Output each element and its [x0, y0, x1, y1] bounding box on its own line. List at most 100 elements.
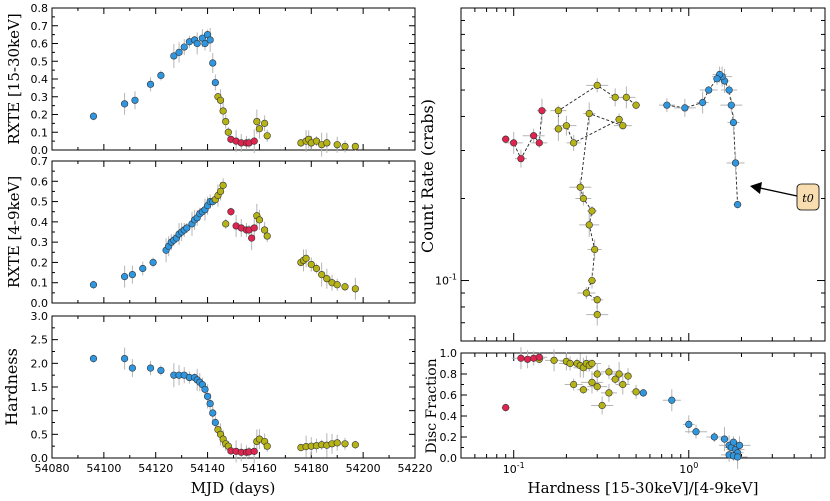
hardness-time-point-blue — [206, 399, 214, 408]
hardness-time-ytick-label-5: 2.5 — [31, 334, 49, 347]
hardness-time-xtick-label-1: 54100 — [86, 462, 121, 475]
hardness-time-xtick-label-6: 54200 — [346, 462, 381, 475]
rxte-hard-point-olive — [219, 107, 227, 115]
hid-point-olive — [579, 194, 587, 203]
hardness-time-xtick-label-3: 54140 — [190, 462, 225, 475]
hid-point-olive — [554, 107, 562, 115]
rxte-soft-point-olive — [318, 271, 326, 279]
disc-fraction-point-olive — [588, 359, 596, 368]
disc-fraction-point-red — [535, 353, 543, 361]
hid-point-olive — [570, 139, 578, 147]
disc-fraction-point-olive — [593, 383, 601, 391]
hid-point-blue — [705, 86, 713, 94]
rxte-hard-point-blue — [206, 36, 214, 44]
hardness-time-point-olive — [333, 439, 341, 447]
hid-point-red — [517, 155, 525, 163]
hid-point-blue — [699, 98, 707, 107]
rxte-soft-point-olive — [255, 216, 264, 224]
rxte-soft-point-olive — [219, 181, 227, 189]
rxte-hard-point-blue — [120, 100, 129, 108]
rxte-hard-point-red — [250, 137, 258, 145]
disc-fraction-point-olive — [605, 389, 613, 397]
disc-fraction-point-olive — [588, 378, 596, 387]
hardness-time-point-olive — [341, 440, 349, 448]
rxte-hard-ytick-label-7: 0.7 — [31, 20, 49, 33]
hardness-time-point-blue — [128, 364, 136, 372]
disc-fraction-point-red — [502, 404, 510, 412]
hid-point-olive — [562, 122, 571, 130]
ylabel-rxte-hard: RXTE [15-30keV] — [5, 13, 23, 144]
disc-fraction-point-blue — [729, 438, 738, 446]
rxte-soft-ytick-label-5: 0.5 — [31, 196, 49, 209]
hardness-time-ytick-label-1: 0.5 — [31, 428, 49, 441]
disc-fraction-point-blue — [735, 441, 744, 450]
rxte-soft-point-red — [248, 234, 256, 242]
hid-point-olive — [582, 289, 590, 297]
hid-point-olive — [588, 276, 596, 285]
hardness-time-point-blue — [157, 366, 165, 375]
hardness-time-ytick-label-6: 3.0 — [31, 310, 49, 323]
ylabel-disc-fraction: Disc Fraction — [424, 358, 440, 453]
rxte-hard-point-olive — [351, 142, 359, 151]
rxte-soft-point-blue — [183, 224, 191, 232]
rxte-soft-point-blue — [128, 271, 136, 279]
rxte-soft-point-blue — [89, 281, 98, 289]
panel-frame-rxte-soft — [51, 160, 416, 304]
hardness-time-ytick-label-0: 0.0 — [31, 452, 49, 465]
disc-fraction-point-olive — [605, 368, 613, 376]
rxte-soft-point-olive — [323, 275, 331, 283]
hardness-time-point-olive — [351, 441, 359, 449]
hid-point-blue — [713, 75, 721, 83]
rxte-soft-point-olive — [333, 281, 341, 289]
disc-fraction-ytick-label-0: 0.0 — [440, 452, 458, 465]
hardness-time-point-blue — [211, 418, 219, 427]
rxte-soft-point-red — [227, 208, 235, 216]
disc-fraction-point-olive — [619, 380, 627, 389]
hardness-time-xtick-label-7: 54220 — [398, 462, 433, 475]
hid-point-blue — [725, 86, 733, 94]
rxte-hard-point-olive — [333, 141, 341, 149]
hardness-time-xtick-label-0: 54080 — [35, 462, 70, 475]
rxte-hard-point-olive — [341, 142, 349, 151]
rxte-soft-ytick-label-4: 0.4 — [31, 216, 49, 229]
hid-point-red — [538, 107, 546, 115]
rxte-soft-point-red — [250, 224, 258, 232]
disc-fraction-point-blue — [710, 433, 718, 441]
hardness-time-point-blue — [146, 364, 155, 372]
hardness-time-point-blue — [203, 392, 212, 401]
rxte-hard-point-olive — [312, 137, 321, 145]
panel-frame-hardness — [51, 315, 416, 459]
t0-box — [796, 183, 820, 211]
disc-fraction-point-olive — [615, 370, 623, 378]
hid-point-olive — [591, 245, 599, 254]
hid-point-olive — [615, 115, 623, 124]
panel-frame-disc-fraction — [460, 352, 826, 459]
rxte-hard-ytick-label-6: 0.6 — [31, 38, 49, 51]
rxte-hard-ytick-label-1: 0.1 — [31, 126, 49, 139]
t0-annotation: t0 — [750, 182, 820, 211]
rxte-soft-point-olive — [222, 220, 230, 228]
rxte-hard-ytick-label-2: 0.2 — [31, 109, 49, 122]
disc-fraction-point-olive — [593, 370, 601, 378]
rxte-soft-ytick-label-2: 0.2 — [31, 256, 49, 269]
xlabel-hardness-ratio: Hardness [15-30keV]/[4-9keV] — [528, 479, 759, 497]
rxte-soft-point-olive — [307, 260, 315, 269]
rxte-hard-ytick-label-5: 0.5 — [31, 55, 49, 68]
rxte-soft-ytick-label-7: 0.7 — [31, 155, 49, 168]
hid-point-blue — [681, 104, 689, 112]
disc-fraction-point-olive — [570, 380, 578, 389]
disc-fraction-point-olive — [550, 356, 558, 364]
disc-fraction-ytick-label-5: 1.0 — [440, 347, 458, 360]
disc-fraction-point-blue — [733, 453, 742, 461]
rxte-hard-point-blue — [131, 96, 139, 104]
disc-fraction-ytick-label-2: 0.4 — [440, 410, 458, 423]
disc-fraction-point-red — [523, 355, 532, 363]
hid-point-red — [510, 139, 518, 147]
rxte-hard-point-olive — [255, 125, 264, 133]
rxte-hard-point-olive — [261, 119, 269, 127]
disc-fraction-point-olive — [611, 375, 619, 383]
rxte-soft-point-olive — [312, 264, 321, 273]
disc-fraction-xtick-label-0: 10-1 — [503, 461, 525, 476]
rxte-hard-ytick-label-8: 0.8 — [31, 2, 49, 15]
hid-point-olive — [585, 109, 593, 118]
